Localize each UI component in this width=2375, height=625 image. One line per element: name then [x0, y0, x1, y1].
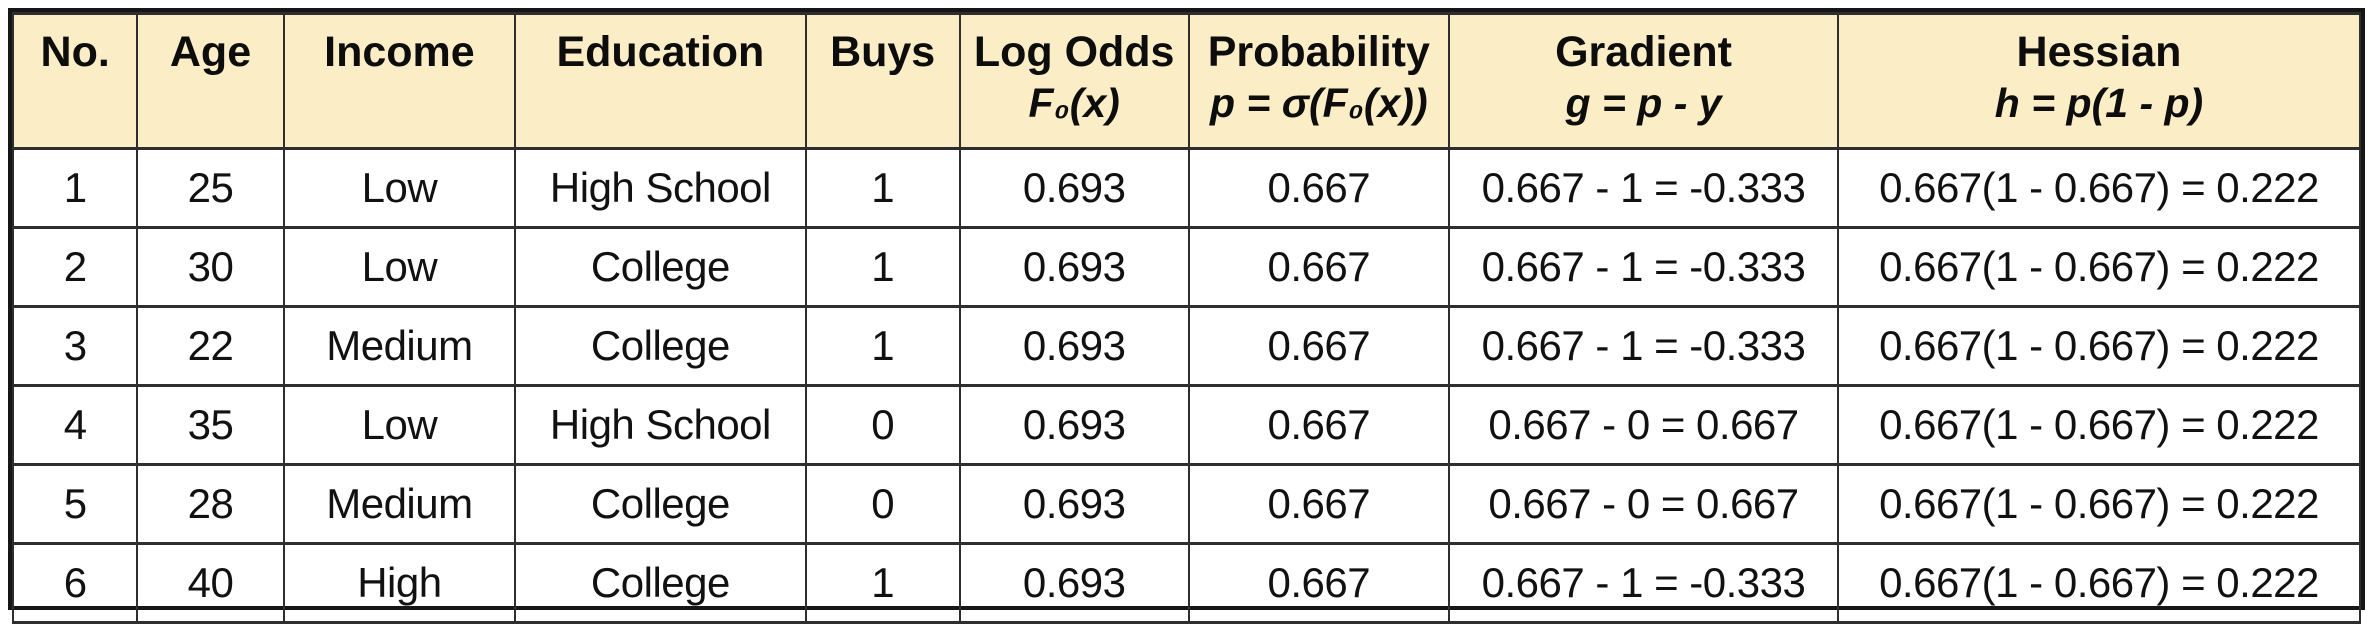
- table-cell: 0.667 - 1 = -0.333: [1448, 542, 1839, 624]
- table-cell: 0.693: [958, 542, 1190, 624]
- table-cell: 0.693: [958, 305, 1190, 387]
- table-cell: 22: [136, 305, 285, 387]
- table-cell: Low: [282, 147, 517, 229]
- data-table-container: No. Age Income Education Buys Log Odds F…: [8, 8, 2365, 624]
- header-formula: h = p(1 - p): [1994, 79, 2204, 126]
- header-cell: Hessian h = p(1 - p): [1836, 12, 2362, 150]
- table-cell: Medium: [282, 305, 517, 387]
- header-label: Buys: [830, 28, 936, 76]
- table-cell: Medium: [282, 463, 517, 545]
- table-cell: 0.667 - 1 = -0.333: [1448, 147, 1839, 229]
- table-cell: 1: [804, 147, 961, 229]
- table-cell: High School: [514, 384, 807, 466]
- table-cell: Low: [282, 226, 517, 308]
- table-cell: 0.667 - 0 = 0.667: [1448, 463, 1839, 545]
- table-cell: 1: [11, 147, 139, 229]
- header-cell: Age: [136, 12, 285, 150]
- header-cell: Education: [514, 12, 807, 150]
- header-cell: Buys: [804, 12, 961, 150]
- table-cell: 0: [804, 463, 961, 545]
- table-row: 4 35 Low High School 0 0.693 0.667 0.667…: [11, 384, 2362, 466]
- table-row: 5 28 Medium College 0 0.693 0.667 0.667 …: [11, 463, 2362, 545]
- table-cell: 3: [11, 305, 139, 387]
- table-cell: 25: [136, 147, 285, 229]
- table-cell: 0.667(1 - 0.667) = 0.222: [1836, 305, 2362, 387]
- table-cell: 28: [136, 463, 285, 545]
- header-label: Gradient: [1555, 28, 1732, 76]
- table-header: No. Age Income Education Buys Log Odds F…: [11, 12, 2362, 150]
- table-cell: College: [514, 226, 807, 308]
- header-cell: Income: [282, 12, 517, 150]
- header-label: Education: [556, 28, 765, 76]
- header-row: No. Age Income Education Buys Log Odds F…: [11, 12, 2362, 150]
- table-cell: 0.667(1 - 0.667) = 0.222: [1836, 147, 2362, 229]
- table-cell: 0.667(1 - 0.667) = 0.222: [1836, 542, 2362, 624]
- table-cell: 0.667: [1187, 384, 1451, 466]
- header-label: No.: [40, 28, 110, 76]
- table-cell: College: [514, 463, 807, 545]
- table-cell: 0.667(1 - 0.667) = 0.222: [1836, 463, 2362, 545]
- table-row: 1 25 Low High School 1 0.693 0.667 0.667…: [11, 147, 2362, 229]
- header-cell: Gradient g = p - y: [1448, 12, 1839, 150]
- table-cell: High School: [514, 147, 807, 229]
- table-cell: 30: [136, 226, 285, 308]
- header-label: Log Odds: [973, 28, 1175, 76]
- table-cell: 4: [11, 384, 139, 466]
- table-cell: 0.667: [1187, 226, 1451, 308]
- table-row: 3 22 Medium College 1 0.693 0.667 0.667 …: [11, 305, 2362, 387]
- table-cell: 0.667 - 1 = -0.333: [1448, 305, 1839, 387]
- table-cell: 0.667 - 0 = 0.667: [1448, 384, 1839, 466]
- table-cell: 0.667(1 - 0.667) = 0.222: [1836, 226, 2362, 308]
- table-row: 6 40 High College 1 0.693 0.667 0.667 - …: [11, 542, 2362, 624]
- table-row: 2 30 Low College 1 0.693 0.667 0.667 - 1…: [11, 226, 2362, 308]
- table-cell: 2: [11, 226, 139, 308]
- header-cell: Probability p = σ(F₀(x)): [1187, 12, 1451, 150]
- table-cell: 0.693: [958, 384, 1190, 466]
- table-cell: 0.667: [1187, 305, 1451, 387]
- table-cell: 0.667: [1187, 147, 1451, 229]
- table-cell: 6: [11, 542, 139, 624]
- header-cell: No.: [11, 12, 139, 150]
- table-cell: 1: [804, 226, 961, 308]
- header-label: Income: [324, 28, 475, 76]
- header-formula: p = σ(F₀(x)): [1210, 79, 1428, 126]
- gradient-boosting-table: No. Age Income Education Buys Log Odds F…: [11, 12, 2362, 624]
- table-cell: 0.667: [1187, 463, 1451, 545]
- table-cell: 0.667 - 1 = -0.333: [1448, 226, 1839, 308]
- table-cell: 0.667: [1187, 542, 1451, 624]
- table-cell: Low: [282, 384, 517, 466]
- table-cell: 1: [804, 305, 961, 387]
- header-label: Age: [169, 28, 252, 76]
- table-cell: 0: [804, 384, 961, 466]
- table-cell: College: [514, 305, 807, 387]
- table-cell: 1: [804, 542, 961, 624]
- header-label: Probability: [1207, 28, 1430, 76]
- table-cell: 35: [136, 384, 285, 466]
- table-cell: 40: [136, 542, 285, 624]
- table-cell: 5: [11, 463, 139, 545]
- table-cell: College: [514, 542, 807, 624]
- header-formula: F₀(x): [1028, 79, 1120, 126]
- table-cell: High: [282, 542, 517, 624]
- header-label: Hessian: [2016, 28, 2182, 76]
- table-cell: 0.693: [958, 226, 1190, 308]
- table-cell: 0.667(1 - 0.667) = 0.222: [1836, 384, 2362, 466]
- table-cell: 0.693: [958, 147, 1190, 229]
- header-formula: g = p - y: [1565, 79, 1722, 126]
- table-cell: 0.693: [958, 463, 1190, 545]
- table-body: 1 25 Low High School 1 0.693 0.667 0.667…: [11, 147, 2362, 624]
- header-cell: Log Odds F₀(x): [958, 12, 1190, 150]
